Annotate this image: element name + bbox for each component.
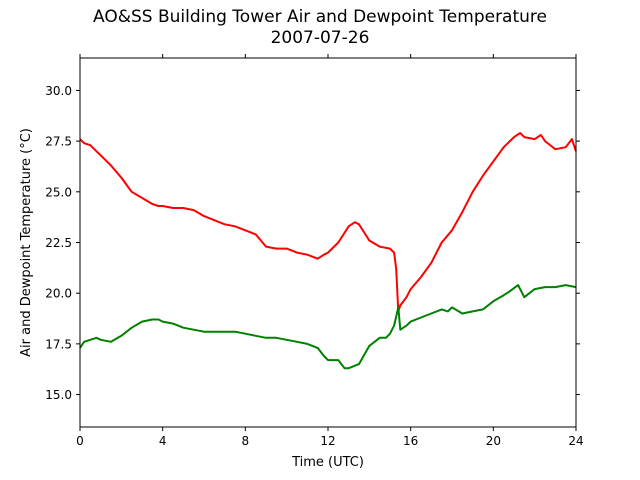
y-tick-label: 30.0 [45, 84, 72, 98]
x-tick-label: 16 [403, 434, 418, 448]
x-tick-label: 4 [159, 434, 167, 448]
y-tick-label: 20.0 [45, 287, 72, 301]
x-tick-label: 8 [242, 434, 250, 448]
series-line-2 [79, 284, 577, 370]
y-axis-label: Air and Dewpoint Temperature (°C) [19, 128, 34, 357]
x-axis-label: Time (UTC) [291, 455, 364, 470]
x-tick-label: 24 [568, 434, 583, 448]
plot-frame [79, 57, 577, 428]
chart-title: AO&SS Building Tower Air and Dewpoint Te… [92, 7, 547, 27]
x-tick-label: 0 [76, 434, 84, 448]
series-line-1 [79, 132, 577, 313]
chart-subtitle: 2007-07-26 [270, 28, 370, 48]
series-layer [79, 132, 577, 370]
y-tick-label: 25.0 [45, 185, 72, 199]
tick-layer: 0 4 8 12 16 20 24 15.0 17.5 20.0 22.5 25.0 27.5 30.0 [45, 54, 584, 448]
y-tick-label: 15.0 [45, 388, 72, 402]
y-tick-label: 27.5 [45, 135, 72, 149]
y-tick-label: 22.5 [45, 236, 72, 250]
x-tick-label: 12 [320, 434, 335, 448]
x-tick-label: 20 [486, 434, 501, 448]
y-tick-label: 17.5 [45, 337, 72, 351]
